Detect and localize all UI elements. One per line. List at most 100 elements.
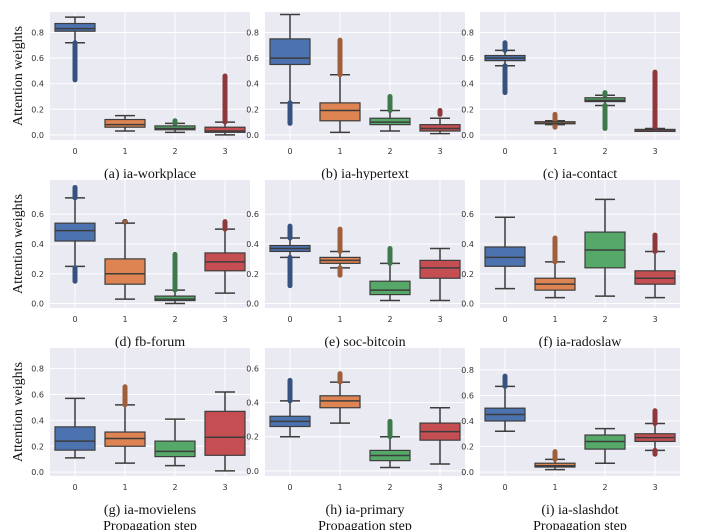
x-tick-label: 3: [652, 315, 657, 324]
subplot-caption: (i) ia-slashdot: [541, 503, 618, 518]
box-body: [319, 395, 361, 409]
subplot-2: 0.0 0.2 0.4 0.6 0.8 0 1 2 3 (b) ia-hypertext: [246, 12, 465, 182]
subplot-5: 0.0 0.2 0.4 0.6 0 1 2 3 (e) soc-bitcoin: [246, 180, 465, 350]
subplot-8: 0.0 0.2 0.4 0.6 0 1 2 3 (h) ia-primaryPropagatio…: [246, 348, 465, 530]
x-tick-label: 3: [652, 147, 657, 156]
box-0: [54, 16, 96, 83]
box-2: [154, 118, 196, 134]
subplot-caption: (c) ia-contact: [543, 167, 617, 182]
box-0: [54, 397, 96, 459]
x-tick-label: 0: [287, 315, 292, 324]
box-1: [534, 449, 576, 471]
box-0: [269, 377, 311, 438]
x-tick-label: 2: [387, 315, 392, 324]
x-tick-label: 2: [602, 483, 607, 492]
y-tick-label: 0.2: [246, 105, 259, 114]
y-tick-label: 0.6: [461, 54, 474, 63]
subplot-9: 0.0 0.2 0.4 0.6 0.8 0 1 2 3 (i) ia-slashdotPropag…: [461, 348, 680, 530]
y-tick-label: 0.2: [461, 443, 474, 452]
y-tick-label: 0.0: [461, 300, 474, 309]
box-1: [534, 111, 576, 130]
box-2: [369, 245, 411, 302]
y-tick-label: 0.6: [31, 391, 44, 400]
y-axis-label: Attention weights: [11, 194, 26, 294]
x-tick-label: 0: [502, 315, 507, 324]
box-body: [104, 118, 146, 128]
y-tick-label: 0.4: [31, 416, 44, 425]
box-0: [484, 40, 526, 96]
box-body: [369, 280, 411, 296]
y-tick-label: 0.0: [461, 468, 474, 477]
subplot-6: 0.0 0.2 0.4 0.6 0 1 2 3 (f) ia-radoslaw: [461, 180, 680, 350]
x-tick-label: 2: [387, 147, 392, 156]
subplot-caption: (e) soc-bitcoin: [324, 335, 405, 350]
box-body: [319, 102, 361, 122]
subplot-1: 0.0 0.2 0.4 0.6 0.8 0 1 2 3 (a) ia-workplace Atten…: [11, 12, 250, 182]
box-3: [634, 69, 676, 132]
subplot-caption: (a) ia-workplace: [104, 167, 196, 182]
x-tick-label: 1: [122, 483, 127, 492]
y-tick-label: 0.4: [31, 240, 44, 249]
x-tick-label: 2: [387, 483, 392, 492]
y-tick-label: 0.6: [31, 54, 44, 63]
x-tick-label: 3: [437, 315, 442, 324]
y-tick-label: 0.6: [246, 54, 259, 63]
y-tick-label: 0.8: [461, 366, 474, 375]
box-0: [269, 13, 311, 126]
plot-area: [50, 12, 250, 140]
subplot-caption: (b) ia-hypertext: [321, 167, 409, 182]
y-tick-label: 0.8: [31, 28, 44, 37]
y-tick-label: 0.2: [461, 270, 474, 279]
y-tick-label: 0.0: [31, 300, 44, 309]
x-tick-label: 2: [602, 315, 607, 324]
x-tick-label: 3: [652, 483, 657, 492]
y-tick-label: 0.6: [461, 210, 474, 219]
y-tick-label: 0.6: [31, 210, 44, 219]
box-body: [54, 22, 96, 32]
box-3: [204, 73, 246, 136]
box-3: [419, 247, 461, 302]
x-tick-label: 3: [437, 147, 442, 156]
box-2: [584, 90, 626, 131]
x-tick-label: 2: [602, 147, 607, 156]
box-1: [319, 371, 361, 424]
box-2: [154, 251, 196, 305]
x-tick-label: 1: [337, 147, 342, 156]
box-3: [634, 408, 676, 457]
y-tick-label: 0.8: [246, 28, 259, 37]
box-body: [154, 440, 196, 458]
subplot-3: 0.0 0.2 0.4 0.6 0.8 0 1 2 3 (c) ia-contact: [461, 12, 680, 182]
box-2: [584, 198, 626, 297]
y-tick-label: 0.2: [31, 442, 44, 451]
y-tick-label: 0.4: [246, 399, 259, 408]
y-axis-label: Attention weights: [11, 26, 26, 126]
box-body: [204, 410, 246, 456]
y-tick-label: 0.4: [461, 417, 474, 426]
y-tick-label: 0.0: [246, 467, 259, 476]
box-2: [369, 93, 411, 132]
x-tick-label: 0: [72, 147, 77, 156]
x-tick-label: 0: [502, 147, 507, 156]
x-tick-label: 1: [122, 315, 127, 324]
x-tick-label: 0: [72, 315, 77, 324]
box-3: [204, 219, 246, 294]
flier: [122, 218, 128, 225]
x-tick-label: 1: [337, 315, 342, 324]
subplot-caption: (d) fb-forum: [115, 335, 185, 350]
x-tick-label: 1: [122, 147, 127, 156]
box-2: [369, 418, 411, 469]
y-tick-label: 0.8: [461, 28, 474, 37]
x-axis-label: Propagation step: [533, 519, 627, 530]
box-0: [484, 373, 526, 432]
x-tick-label: 1: [552, 483, 557, 492]
y-tick-label: 0.2: [461, 105, 474, 114]
box-body: [54, 222, 96, 242]
box-body: [54, 426, 96, 451]
x-tick-label: 2: [172, 147, 177, 156]
x-tick-label: 3: [222, 147, 227, 156]
subplot-caption: (g) ia-movielens: [104, 503, 196, 518]
box-2: [154, 418, 196, 467]
y-tick-label: 0.0: [31, 468, 44, 477]
x-tick-label: 3: [222, 315, 227, 324]
y-tick-label: 0.4: [246, 240, 259, 249]
